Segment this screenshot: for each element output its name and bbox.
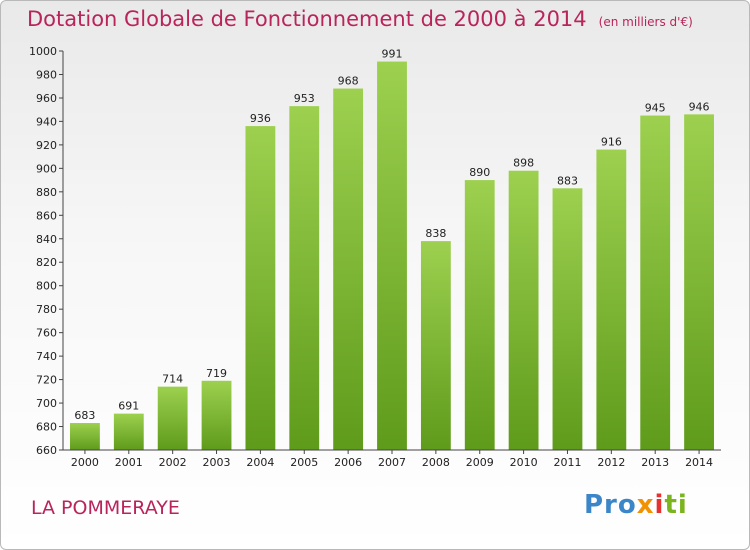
value-label: 968 <box>338 75 359 88</box>
y-tick-label: 760 <box>36 327 57 340</box>
value-label: 936 <box>250 112 271 125</box>
x-tick-label: 2012 <box>597 456 625 469</box>
y-tick-label: 680 <box>36 421 57 434</box>
value-label: 691 <box>118 400 139 413</box>
y-tick-label: 980 <box>36 68 57 81</box>
bar-2007 <box>377 61 407 450</box>
bar-2013 <box>640 115 671 450</box>
bar-2011 <box>552 188 583 450</box>
logo-part-1: Pro <box>584 490 637 520</box>
y-tick-label: 960 <box>36 92 57 105</box>
x-tick-label: 2006 <box>334 456 362 469</box>
y-tick-label: 660 <box>36 444 57 457</box>
value-label: 883 <box>557 174 578 187</box>
y-axis: 660 680 700 720 740 760 780 800 820 840 860 880 900 9… <box>29 45 64 457</box>
x-tick-label: 2008 <box>422 456 450 469</box>
value-label: 683 <box>74 409 95 422</box>
bar-2012 <box>596 149 627 450</box>
x-tick-label: 2003 <box>203 456 231 469</box>
bar-2002 <box>157 386 188 450</box>
value-label: 991 <box>382 48 403 61</box>
proxiti-logo: Proxiti <box>584 490 688 520</box>
y-tick-label: 880 <box>36 186 57 199</box>
bar-2004 <box>245 126 276 450</box>
logo-part-3: i <box>654 490 665 520</box>
y-tick-label: 800 <box>36 280 57 293</box>
x-tick-label: 2010 <box>510 456 538 469</box>
x-tick-label: 2001 <box>115 456 143 469</box>
y-tick-label: 940 <box>36 115 57 128</box>
y-tick-label: 780 <box>36 303 57 316</box>
logo-part-2: x <box>636 490 655 520</box>
bar-2005 <box>289 106 320 450</box>
bar-2009 <box>464 180 495 450</box>
x-tick-label: 2007 <box>378 456 406 469</box>
x-tick-label: 2014 <box>685 456 713 469</box>
x-tick-label: 2002 <box>159 456 187 469</box>
x-tick-label: 2013 <box>641 456 669 469</box>
y-tick-label: 700 <box>36 397 57 410</box>
x-tick-label: 2004 <box>246 456 274 469</box>
bar-2000 <box>70 423 100 450</box>
value-label: 898 <box>513 157 534 170</box>
value-label: 719 <box>206 367 227 380</box>
value-label: 953 <box>294 92 315 105</box>
bar-2006 <box>333 88 364 450</box>
value-label: 946 <box>689 100 710 113</box>
y-tick-label: 860 <box>36 209 57 222</box>
value-label: 945 <box>645 102 666 115</box>
x-tick-label: 2005 <box>290 456 318 469</box>
x-tick-label: 2009 <box>466 456 494 469</box>
x-axis: 2000 2001 2002 2003 2004 2005 2006 2007 2008 2009… <box>63 449 721 469</box>
x-tick-label: 2011 <box>553 456 581 469</box>
bar-2014 <box>684 114 714 450</box>
x-tick-label: 2000 <box>71 456 99 469</box>
value-label: 890 <box>469 166 490 179</box>
y-tick-label: 1000 <box>29 45 57 58</box>
logo-part-4: ti <box>664 490 688 520</box>
y-tick-label: 820 <box>36 256 57 269</box>
y-tick-label: 720 <box>36 374 57 387</box>
y-tick-label: 840 <box>36 233 57 246</box>
y-tick-label: 920 <box>36 139 57 152</box>
value-label: 916 <box>601 136 622 149</box>
chart-title: Dotation Globale de Fonctionnement de 20… <box>27 7 693 31</box>
chart-subtitle: (en milliers d'€) <box>598 15 693 29</box>
bar-2001 <box>113 413 144 450</box>
value-label: 714 <box>162 373 183 386</box>
location-name: LA POMMERAYE <box>31 497 180 519</box>
value-label: 838 <box>425 227 446 240</box>
bar-2003 <box>201 380 232 450</box>
bars: 683 691 714 719 936 953 968 991 838 890 898 883 916 9… <box>70 48 714 450</box>
y-tick-label: 900 <box>36 162 57 175</box>
bar-2008 <box>420 241 451 450</box>
y-tick-label: 740 <box>36 350 57 363</box>
bar-2010 <box>508 170 539 450</box>
